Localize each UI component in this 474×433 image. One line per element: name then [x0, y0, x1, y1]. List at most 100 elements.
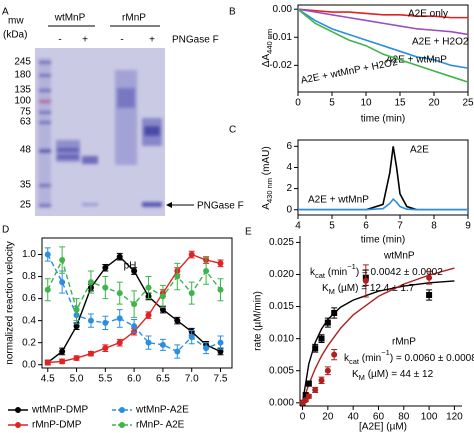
x-tick-label: 60 — [373, 412, 385, 423]
annotation: KM (µM) = 12.4 ± 1.7 — [322, 283, 415, 297]
y-tick-label: 0.6 — [22, 293, 36, 304]
x-tick-label: 25 — [462, 98, 474, 109]
data-point — [217, 260, 224, 267]
series-line — [298, 197, 468, 211]
data-point — [44, 251, 51, 258]
y-tick-label: 0.000 — [269, 397, 294, 408]
y-axis-label-part: A — [261, 203, 272, 210]
x-tick-label: 0 — [300, 412, 306, 423]
arrow-head — [166, 202, 172, 208]
fit-curve — [301, 267, 455, 404]
data-point — [217, 339, 224, 346]
plot-frame — [41, 237, 233, 369]
legend-label: wtMnP-A2E — [135, 405, 189, 416]
annotation-part: k — [310, 267, 316, 278]
plot-frame — [297, 139, 469, 216]
y-tick-label: 6 — [286, 141, 292, 152]
series-label: A2E + H2O2 — [412, 37, 469, 48]
data-point — [203, 345, 210, 352]
mw-marker: 63 — [20, 117, 32, 128]
data-point — [305, 380, 312, 387]
series-line — [297, 8, 469, 69]
mw-unit: (kDa) — [3, 30, 27, 41]
lane-sign: - — [120, 35, 123, 46]
arrow-label: PNGase F — [197, 201, 244, 212]
legend-marker — [119, 407, 125, 413]
data-point — [145, 312, 152, 319]
annotation-part: ) = 0.0060 ± 0.0008 — [390, 353, 474, 364]
series-line — [297, 8, 469, 36]
data-point — [73, 355, 80, 362]
panel-label: C — [229, 125, 236, 136]
x-tick-label: 6.0 — [127, 374, 141, 385]
legend-marker — [119, 422, 125, 428]
y-tick-label: 0.4 — [22, 315, 36, 326]
annotation-part: cat — [349, 357, 360, 366]
x-tick-label: 0 — [295, 98, 301, 109]
legend-label: rMnP- A2E — [136, 420, 185, 431]
plot-frame — [297, 4, 469, 93]
data-point — [159, 341, 166, 348]
legend-marker — [15, 407, 21, 413]
data-point — [217, 348, 224, 355]
data-point — [331, 351, 338, 358]
data-point — [145, 339, 152, 346]
x-tick-label: 7 — [397, 221, 403, 232]
data-point — [362, 277, 369, 284]
data-point — [188, 334, 195, 341]
y-tick-label: 0.005 — [269, 365, 294, 376]
y-tick-label: 0.015 — [269, 301, 294, 312]
panel-label: A — [2, 7, 9, 18]
treatment-label: PNGase F — [172, 35, 219, 46]
data-point — [131, 323, 138, 330]
series-line — [297, 8, 468, 19]
y-axis-label-part: 440 nm — [265, 29, 274, 54]
x-axis-label: time (min) — [361, 114, 405, 125]
x-tick-label: 9 — [465, 221, 471, 232]
data-point — [159, 306, 166, 313]
mw-marker: 100 — [14, 96, 31, 107]
panel-label: D — [2, 225, 9, 236]
data-point — [73, 306, 80, 313]
data-point — [44, 359, 51, 366]
data-point — [324, 367, 331, 374]
data-point — [102, 345, 109, 352]
series-label: A2E — [410, 145, 429, 156]
y-tick-label: 0.0 — [22, 359, 36, 370]
y-tick-label: 0.8 — [22, 271, 36, 282]
y-tick-label: 0 — [286, 204, 292, 215]
annotation-part: cat — [315, 271, 326, 280]
y-axis-label-part: (mAU) — [261, 146, 272, 178]
mw-marker: 135 — [14, 85, 31, 96]
y-tick-label: -0.02 — [269, 60, 292, 71]
mw-marker: 245 — [14, 57, 31, 68]
x-tick-label: 5.0 — [70, 374, 84, 385]
panel-label: B — [229, 7, 236, 18]
annotation: KM (µM) = 44 ± 12 — [352, 369, 434, 383]
y-axis-label: normalized reaction velocity — [5, 241, 16, 364]
annotation-part: (µM) = 12.4 ± 1.7 — [335, 283, 415, 294]
data-point — [59, 358, 66, 365]
x-tick-label: 40 — [348, 412, 360, 423]
x-tick-label: 15 — [394, 98, 406, 109]
data-point — [318, 335, 325, 342]
x-tick-label: 5.5 — [98, 374, 112, 385]
data-point — [145, 284, 152, 291]
annotation-part: (min — [325, 267, 347, 278]
annotation-part: K — [322, 283, 329, 294]
data-point — [188, 251, 195, 258]
x-tick-label: 4 — [295, 221, 301, 232]
data-point — [302, 392, 309, 399]
data-point — [59, 279, 66, 286]
mw-label: mw — [8, 16, 24, 27]
x-tick-label: 7.0 — [185, 374, 199, 385]
x-tick-label: 7.5 — [214, 374, 228, 385]
data-point — [305, 393, 312, 400]
annotation-part: K — [352, 369, 359, 380]
series-line — [297, 8, 469, 83]
data-point — [426, 274, 433, 281]
data-point — [188, 290, 195, 297]
data-point — [73, 323, 80, 330]
annotation-part: −1 — [347, 262, 356, 271]
